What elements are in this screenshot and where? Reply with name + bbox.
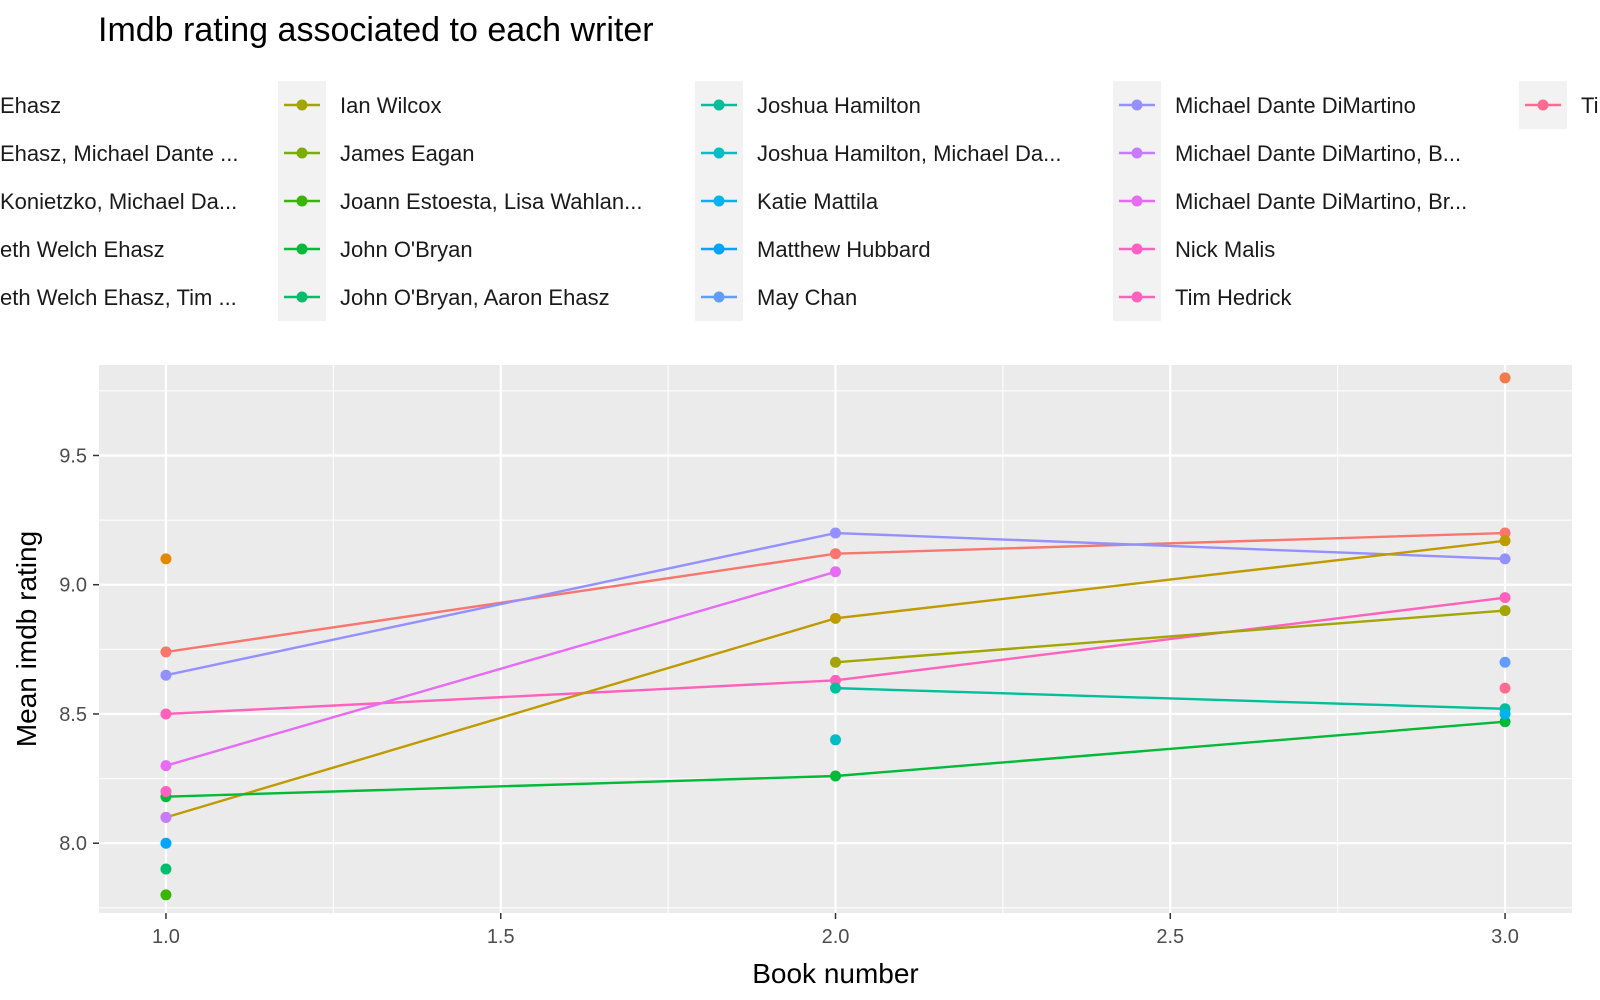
legend-label: eth Welch Ehasz: [0, 237, 165, 262]
legend-label: Joshua Hamilton, Michael Da...: [757, 141, 1061, 166]
data-point: [1499, 708, 1511, 720]
data-point: [1499, 592, 1511, 604]
legend-key-point: [1131, 195, 1143, 207]
legend-key-point: [713, 195, 725, 207]
legend-label: Michael Dante DiMartino, Br...: [1175, 189, 1467, 214]
legend-key-point: [296, 99, 308, 111]
legend-key-point: [296, 243, 308, 255]
legend-label: Joshua Hamilton: [757, 93, 921, 118]
legend-label: Konietzko, Michael Da...: [0, 189, 237, 214]
legend-label: Michael Dante DiMartino, B...: [1175, 141, 1461, 166]
data-point: [830, 566, 841, 578]
legend-label: Ehasz: [0, 93, 61, 118]
data-point: [1499, 535, 1511, 547]
legend-label: James Eagan: [340, 141, 475, 166]
legend-label: Matthew Hubbard: [757, 237, 931, 262]
legend-key-point: [713, 291, 725, 303]
data-point: [1499, 553, 1511, 565]
legend-key-point: [1537, 99, 1549, 111]
points-layer: [160, 372, 1511, 901]
data-point: [830, 527, 841, 539]
legend-label: Ian Wilcox: [340, 93, 441, 118]
data-point: [830, 548, 841, 560]
y-tick-label: 8.0: [59, 833, 87, 855]
data-point: [160, 863, 172, 875]
data-point: [1499, 372, 1511, 384]
legend-key-point: [713, 99, 725, 111]
data-point: [830, 674, 841, 686]
legend-label: John O'Bryan, Aaron Ehasz: [340, 285, 610, 310]
legend-label: Ehasz, Michael Dante ...: [0, 141, 238, 166]
series-line: [835, 686, 1506, 710]
data-point: [1499, 656, 1511, 668]
legend-label: John O'Bryan: [340, 237, 473, 262]
legend-key-point: [1131, 147, 1143, 159]
y-axis-title: Mean imdb rating: [11, 531, 42, 747]
data-point: [160, 837, 172, 849]
x-axis-title: Book number: [752, 958, 919, 989]
y-tick-label: 8.5: [59, 704, 87, 726]
legend-label: Tim Hedrick: [1175, 285, 1293, 310]
data-point: [160, 669, 172, 681]
data-point: [1499, 605, 1511, 617]
legend-key-point: [1131, 243, 1143, 255]
data-point: [160, 889, 172, 901]
legend-label: Katie Mattila: [757, 189, 879, 214]
legend-label: eth Welch Ehasz, Tim ...: [0, 285, 237, 310]
data-point: [830, 612, 841, 624]
data-point: [160, 760, 172, 772]
legend-key-point: [1131, 291, 1143, 303]
x-tick-label: 3.0: [1491, 926, 1519, 948]
legend-label: Joann Estoesta, Lisa Wahlan...: [340, 189, 642, 214]
data-point: [1499, 682, 1511, 694]
axes: 1.0 1.5 2.0 2.5 3.0 8.0 8.5 9.0 9.5: [59, 445, 1519, 948]
data-point: [160, 646, 172, 658]
legend-key-point: [713, 147, 725, 159]
series-line: [835, 609, 1506, 664]
data-point: [160, 708, 172, 720]
x-tick-label: 1.0: [152, 926, 180, 948]
legend-key-point: [713, 243, 725, 255]
legend: Ehasz Ehasz, Michael Dante ... Konietzko, …: [0, 81, 1599, 321]
y-tick-label: 9.5: [59, 445, 87, 467]
data-point: [830, 656, 841, 668]
legend-label: Michael Dante DiMartino: [1175, 93, 1416, 118]
data-point: [1499, 527, 1511, 539]
data-point: [830, 682, 841, 694]
series-line: [165, 570, 836, 767]
chart-title: Imdb rating associated to each writer: [98, 11, 654, 49]
legend-label: Ti: [1581, 93, 1599, 118]
data-point: [160, 811, 172, 823]
legend-key-point: [296, 291, 308, 303]
legend-label: May Chan: [757, 285, 857, 310]
series-layer: [160, 527, 1511, 823]
x-tick-label: 2.5: [1156, 926, 1184, 948]
data-point: [830, 770, 841, 782]
legend-label: Nick Malis: [1175, 237, 1275, 262]
x-tick-label: 1.5: [487, 926, 515, 948]
y-tick-label: 9.0: [59, 575, 87, 597]
legend-key-point: [296, 147, 308, 159]
x-tick-label: 2.0: [822, 926, 850, 948]
data-point: [160, 786, 172, 798]
legend-key-point: [1131, 99, 1143, 111]
legend-key-point: [296, 195, 308, 207]
data-point: [1499, 716, 1511, 728]
data-point: [160, 553, 172, 565]
data-point: [830, 734, 841, 746]
